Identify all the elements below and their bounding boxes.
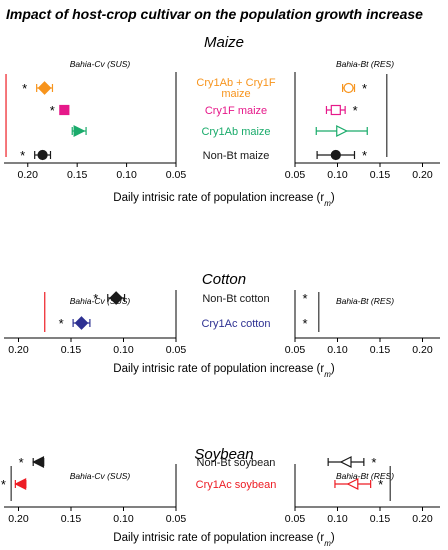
chart-0-left-tick-label: 0.15	[67, 169, 88, 181]
chart-1-row-label: Cry1Ac cotton	[201, 318, 270, 330]
chart-1-title: Cotton	[202, 271, 246, 288]
chart-0-right-point	[343, 82, 354, 94]
chart-1-right-tick-label: 0.15	[370, 344, 391, 356]
chart-2-row-label: Non-Bt soybean	[197, 457, 276, 469]
chart-0-right-tick-label: 0.15	[370, 169, 391, 181]
chart-1-left-point	[74, 316, 89, 330]
chart-1-left-significance-mark: *	[93, 291, 98, 306]
chart-0-left-tick-label: 0.05	[166, 169, 187, 181]
chart-2-right-significance-mark: *	[378, 477, 383, 492]
chart-2-right-tick-label: 0.20	[412, 513, 433, 525]
chart-1-right-tick-label: 0.05	[285, 344, 306, 356]
chart-0-right-point	[330, 104, 341, 116]
chart-0-left-point	[59, 104, 70, 116]
chart-2-right-point	[339, 456, 352, 468]
chart-0-left-tick-label: 0.20	[18, 169, 39, 181]
chart-1-left-tick-label: 0.20	[8, 344, 29, 356]
chart-2-row-label: Cry1Ac soybean	[196, 479, 277, 491]
chart-0-right-significance-mark: *	[362, 81, 367, 96]
chart-0-right-tick-label: 0.05	[285, 169, 306, 181]
chart-2-right-tick-label: 0.05	[285, 513, 306, 525]
chart-2-left-tick-label: 0.20	[8, 513, 29, 525]
chart-0-x-label: Daily intrisic rate of population increa…	[113, 192, 335, 208]
chart-0-right-significance-mark: *	[362, 148, 367, 163]
chart-2-left-tick-label: 0.05	[166, 513, 187, 525]
chart-0-row-label: Cry1Ab + Cry1F	[196, 77, 275, 89]
chart-2-right-subtitle: Bahia-Bt (RES)	[336, 471, 394, 481]
chart-2-left-subtitle: Bahia-Cv (SUS)	[70, 471, 131, 481]
chart-1-x-label: Daily intrisic rate of population increa…	[113, 363, 335, 379]
chart-1-left-significance-mark: *	[59, 316, 64, 331]
chart-0-right-subtitle: Bahia-Bt (RES)	[336, 59, 394, 69]
chart-2-left-point	[14, 478, 27, 490]
chart-0-right-point	[336, 125, 349, 137]
chart-0-left-significance-mark: *	[50, 103, 55, 118]
chart-2-left-point	[32, 456, 45, 468]
chart-1-right-significance-mark: *	[302, 316, 307, 331]
chart-1-left-tick-label: 0.15	[61, 344, 82, 356]
chart-2-left-tick-label: 0.15	[61, 513, 82, 525]
chart-2-x-label: Daily intrisic rate of population increa…	[113, 532, 335, 548]
figure-title: Impact of host-crop cultivar on the popu…	[6, 6, 423, 22]
chart-1-right-tick-label: 0.20	[412, 344, 433, 356]
chart-0-left-point	[37, 149, 48, 161]
chart-2-right-tick-label: 0.10	[327, 513, 348, 525]
chart-0-left-significance-mark: *	[22, 81, 27, 96]
chart-0-row-label: maize	[221, 88, 250, 100]
chart-1-right-subtitle: Bahia-Bt (RES)	[336, 296, 394, 306]
chart-0-left-subtitle: Bahia-Cv (SUS)	[70, 59, 131, 69]
chart-0-left-point	[73, 125, 86, 137]
chart-1-right-significance-mark: *	[302, 291, 307, 306]
chart-0-row-label: Non-Bt maize	[203, 150, 270, 162]
chart-0-left-significance-mark: *	[20, 148, 25, 163]
chart-1-left-point	[109, 291, 123, 305]
chart-1-left-tick-label: 0.10	[113, 344, 134, 356]
chart-0-right-point	[330, 149, 341, 161]
chart-0-right-tick-label: 0.10	[327, 169, 348, 181]
chart-0-row-label: Cry1Ab maize	[201, 126, 270, 138]
chart-0-left-tick-label: 0.10	[116, 169, 137, 181]
chart-2-left-significance-mark: *	[19, 455, 24, 470]
chart-2-right-tick-label: 0.15	[370, 513, 391, 525]
chart-0-row-label: Cry1F maize	[205, 105, 267, 117]
chart-0-right-tick-label: 0.20	[412, 169, 433, 181]
chart-0-left-point	[37, 81, 52, 95]
chart-0-title: Maize	[204, 34, 244, 51]
chart-2-left-significance-mark: *	[1, 477, 6, 492]
chart-1-row-label: Non-Bt cotton	[202, 293, 269, 305]
chart-2-title: Soybean	[194, 446, 253, 463]
chart-2-right-point	[346, 478, 359, 490]
chart-2-right-significance-mark: *	[371, 455, 376, 470]
chart-1-right-tick-label: 0.10	[327, 344, 348, 356]
chart-1-left-tick-label: 0.05	[166, 344, 187, 356]
chart-1-left-subtitle: Bahia-Cv (SUS)	[70, 296, 131, 306]
chart-2-left-tick-label: 0.10	[113, 513, 134, 525]
chart-0-right-significance-mark: *	[353, 103, 358, 118]
